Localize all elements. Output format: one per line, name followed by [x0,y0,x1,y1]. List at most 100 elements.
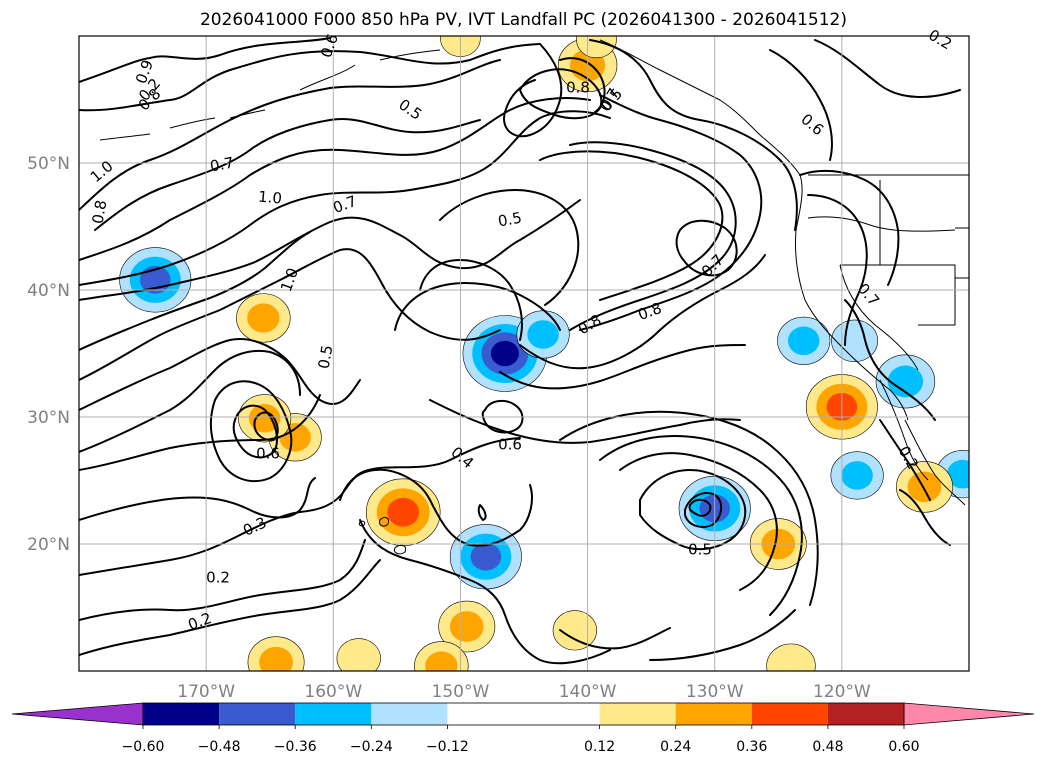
pv-contour-line [639,469,747,551]
contour-label: 0.2 [186,609,215,634]
ivt-fill-level [449,611,484,642]
pv-contour-line [339,468,533,547]
coastline [393,544,407,555]
colorbar-tick-label: −0.36 [274,739,317,755]
colorbar-outline [142,702,905,726]
pv-contour-line [619,452,778,591]
contour-label: 1.0 [87,157,117,186]
coastline [807,216,956,232]
ivt-feature [576,36,617,59]
lon-tick-label: 160°W [304,682,362,702]
ivt-fill-level [259,646,293,671]
pv-contour-line [359,519,611,665]
ivt-fill-level [787,326,820,356]
ivt-feature [831,319,878,362]
lat-tick-label: 50°N [27,154,70,174]
coastline [840,264,956,326]
colorbar-tick-label: 0.48 [812,739,843,755]
coastline-layer [99,39,969,555]
contour-label: 0.5 [395,95,425,123]
ivt-fill-level [576,36,617,59]
colorbar-segment [751,703,828,725]
ivt-feature [365,478,441,546]
coastline [358,520,366,527]
lon-tick-label: 150°W [432,682,490,702]
colorbar-tick-label: −0.60 [122,739,165,755]
ivt-fill-level [946,459,969,489]
axis-tick-layer: 170°W 160°W 150°W 140°W 130°W 120°W 20°N 30°N 40… [27,154,871,702]
pv-contour-line [799,169,900,286]
contour-label: 0.7 [331,192,360,217]
coastline [379,516,389,527]
colorbar: −0.60 −0.48 −0.36 −0.24 −0.12 0.12 0.24 0.36 0.4… [11,702,1035,755]
ivt-fill-level [336,638,381,671]
contour-label: 0.5 [688,541,712,559]
contour-label: 0.7 [209,154,236,176]
pv-contour-line [649,609,796,661]
colorbar-tick-label: 0.24 [660,739,691,755]
ivt-feature [875,354,936,409]
contour-label: 0.6 [256,445,280,463]
coastline [99,109,266,141]
ivt-feature [516,310,570,359]
pv-contour-line [539,150,724,301]
pv-contour-line [429,399,741,444]
colorbar-segment [295,703,372,725]
colorbar-tick-label: 0.36 [736,739,767,755]
colorbar-segment [599,703,676,725]
coastline [955,227,969,279]
ivt-fill-level [425,651,458,671]
ivt-feature [247,636,305,671]
pv-contour-line [79,338,361,411]
ivt-feature [552,610,597,651]
pv-contour-line [79,231,311,351]
pv-contour-line [814,39,961,98]
ivt-fill-level [490,340,519,367]
lat-tick-label: 40°N [27,281,70,301]
ivt-fill-level [552,610,597,651]
ivt-fill-level [766,643,816,671]
lon-tick-label: 140°W [559,682,617,702]
lon-tick-label: 120°W [813,682,871,702]
pv-contour-line [79,539,366,621]
coastline [879,379,929,481]
ivt-fill-level [470,542,502,571]
ivt-feature [414,641,469,671]
grid-layer [79,36,969,671]
pv-contour-line [675,219,738,277]
pv-contour-line [579,94,763,331]
pv-contour-line [589,39,798,231]
pv-contour-line [79,248,501,381]
map-frame [78,35,970,672]
pv-contour-line [79,477,316,521]
pv-contour-line [519,68,603,120]
colorbar-segment [371,703,448,725]
ivt-feature [777,316,831,365]
ivt-fill-level [387,497,420,527]
contour-label: 0.8 [566,79,590,97]
pv-contour-line [79,199,581,301]
lat-tick-label: 30°N [27,408,70,428]
colorbar-extend-min [11,702,144,726]
pv-contour-line [477,504,487,521]
pv-contour-line [844,299,936,421]
ivt-feature [119,247,192,313]
pv-contour-line [79,110,611,286]
pv-contour-line [879,419,931,501]
contour-label: 0.5 [497,209,524,231]
pv-contour-line [79,559,381,656]
pv-contour-line [499,344,746,390]
pv-contour-line [94,118,481,231]
contour-label: 1.0 [257,187,282,207]
contour-label: 0.5 [597,85,626,115]
pv-contour-line [79,37,331,83]
pv-contour-line [769,49,833,161]
contour-label: 0.6 [498,436,522,454]
pv-contour-line [559,627,671,650]
colorbar-tick-label: 0.60 [888,739,919,755]
pv-contour-line [569,141,737,331]
contour-label: 0.5 [315,344,337,371]
contour-label: 0.4 [447,443,477,472]
ivt-feature [830,451,884,500]
ivt-fill-level [887,365,924,398]
